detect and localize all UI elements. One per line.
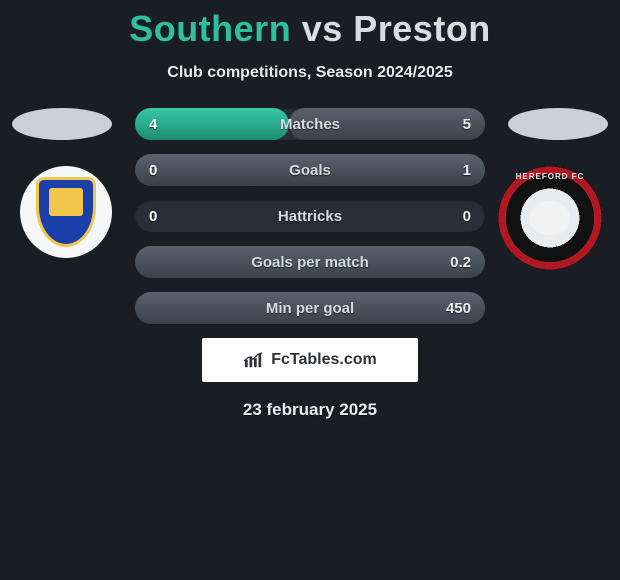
team-b-shadow-ellipse [508, 108, 608, 140]
stat-label: Goals per match [251, 254, 369, 271]
page-title: Southern vs Preston [0, 0, 620, 50]
bull-icon [530, 201, 570, 235]
vs-text: vs [302, 8, 343, 49]
brand-text: FcTables.com [271, 351, 377, 369]
content-wrap: HEREFORD FC 4 Matches 5 0 Goals 1 0 Hattricks 0 G… [0, 108, 620, 420]
team-b-crest: HEREFORD FC [498, 166, 602, 270]
brand-badge[interactable]: FcTables.com [202, 338, 418, 382]
stat-label: Hattricks [278, 208, 342, 225]
stat-value-right: 450 [446, 300, 471, 317]
stat-value-right: 0 [463, 208, 471, 225]
stat-label: Matches [280, 116, 340, 133]
stat-row: 0 Hattricks 0 [135, 200, 485, 232]
stat-value-right: 5 [463, 116, 471, 133]
stat-value-left: 4 [149, 116, 157, 133]
stat-label: Goals [289, 162, 331, 179]
stat-value-left: 0 [149, 162, 157, 179]
team-a-crest [20, 166, 112, 258]
subtitle: Club competitions, Season 2024/2025 [0, 64, 620, 82]
footer-date: 23 february 2025 [0, 400, 620, 420]
stat-fill-left [135, 108, 289, 140]
team-a-shadow-ellipse [12, 108, 112, 140]
bar-chart-icon [243, 351, 265, 369]
stat-value-right: 0.2 [450, 254, 471, 271]
stat-row: 0 Goals 1 [135, 154, 485, 186]
shield-icon [36, 177, 96, 247]
team-b-name: Preston [353, 8, 491, 49]
crest-ring-text: HEREFORD FC [498, 172, 602, 181]
stat-label: Min per goal [266, 300, 354, 317]
stats-list: 4 Matches 5 0 Goals 1 0 Hattricks 0 Goals per mat… [135, 108, 485, 324]
team-a-name: Southern [129, 8, 291, 49]
stat-value-left: 0 [149, 208, 157, 225]
stat-value-right: 1 [463, 162, 471, 179]
stat-row: Goals per match 0.2 [135, 246, 485, 278]
stat-row: Min per goal 450 [135, 292, 485, 324]
stat-row: 4 Matches 5 [135, 108, 485, 140]
